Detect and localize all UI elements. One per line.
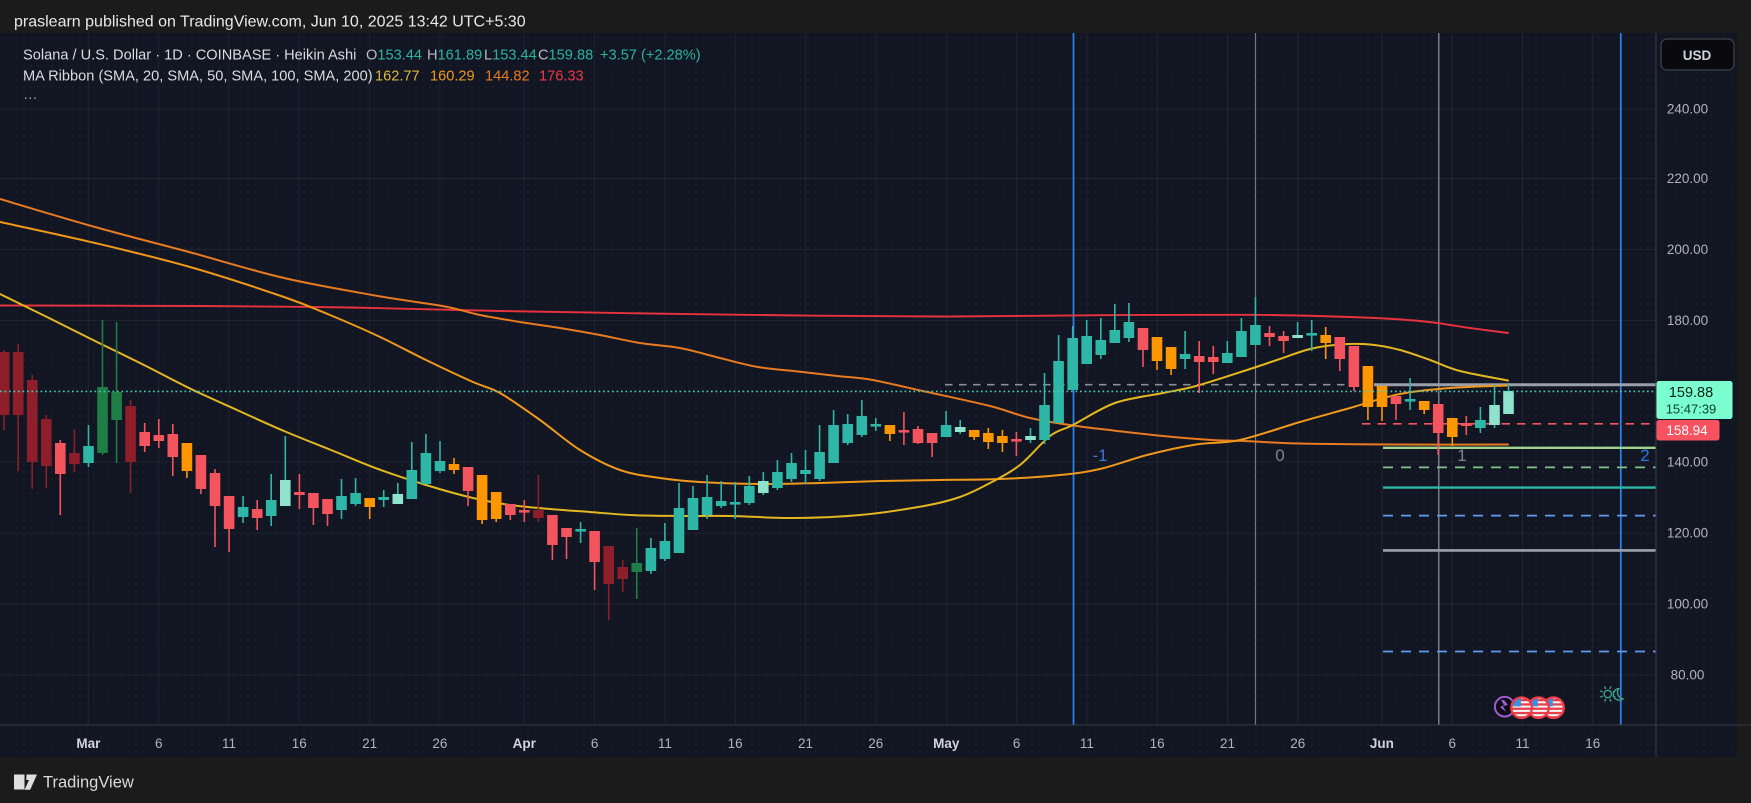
svg-text:11: 11	[658, 736, 672, 751]
svg-text:May: May	[933, 736, 960, 751]
svg-text:Mar: Mar	[76, 736, 101, 751]
svg-text:0: 0	[1275, 446, 1284, 465]
svg-text:praslearn published on Trading: praslearn published on TradingView.com, …	[14, 14, 526, 31]
svg-text:16: 16	[292, 736, 307, 751]
svg-text:21: 21	[798, 736, 813, 751]
svg-text:6: 6	[1448, 736, 1456, 751]
svg-text:USD: USD	[1683, 48, 1712, 63]
svg-text:…: …	[23, 87, 38, 103]
svg-text:26: 26	[1290, 736, 1305, 751]
svg-text:158.94: 158.94	[1666, 423, 1708, 438]
svg-text:11: 11	[222, 736, 236, 751]
svg-text:16: 16	[728, 736, 743, 751]
svg-text:26: 26	[868, 736, 883, 751]
svg-text:1: 1	[1457, 446, 1466, 465]
svg-text:120.00: 120.00	[1667, 526, 1708, 541]
svg-text:Solana / U.S. Dollar · 1D · CO: Solana / U.S. Dollar · 1D · COINBASE · H…	[23, 48, 701, 64]
svg-text:11: 11	[1080, 736, 1094, 751]
svg-text:220.00: 220.00	[1667, 171, 1708, 186]
svg-text:240.00: 240.00	[1667, 102, 1708, 117]
svg-text:80.00: 80.00	[1671, 668, 1705, 683]
svg-text:-1: -1	[1092, 446, 1107, 465]
svg-text:180.00: 180.00	[1667, 313, 1708, 328]
svg-text:Apr: Apr	[513, 736, 537, 751]
svg-text:21: 21	[1220, 736, 1235, 751]
svg-text:Jun: Jun	[1370, 736, 1394, 751]
svg-text:2: 2	[1640, 446, 1649, 465]
svg-text:159.88: 159.88	[1669, 385, 1713, 401]
svg-text:21: 21	[362, 736, 377, 751]
svg-text:200.00: 200.00	[1667, 242, 1708, 257]
svg-text:11: 11	[1515, 736, 1529, 751]
svg-text:16: 16	[1150, 736, 1165, 751]
svg-text:15:47:39: 15:47:39	[1666, 402, 1717, 417]
svg-text:6: 6	[155, 736, 163, 751]
svg-text:100.00: 100.00	[1667, 597, 1708, 612]
svg-text:16: 16	[1585, 736, 1600, 751]
svg-text:6: 6	[591, 736, 599, 751]
svg-text:6: 6	[1013, 736, 1021, 751]
svg-text:140.00: 140.00	[1667, 455, 1708, 470]
svg-text:26: 26	[432, 736, 447, 751]
svg-text:MA Ribbon (SMA, 20, SMA, 50, S: MA Ribbon (SMA, 20, SMA, 50, SMA, 100, S…	[23, 69, 584, 85]
svg-text:TradingView: TradingView	[43, 774, 134, 792]
